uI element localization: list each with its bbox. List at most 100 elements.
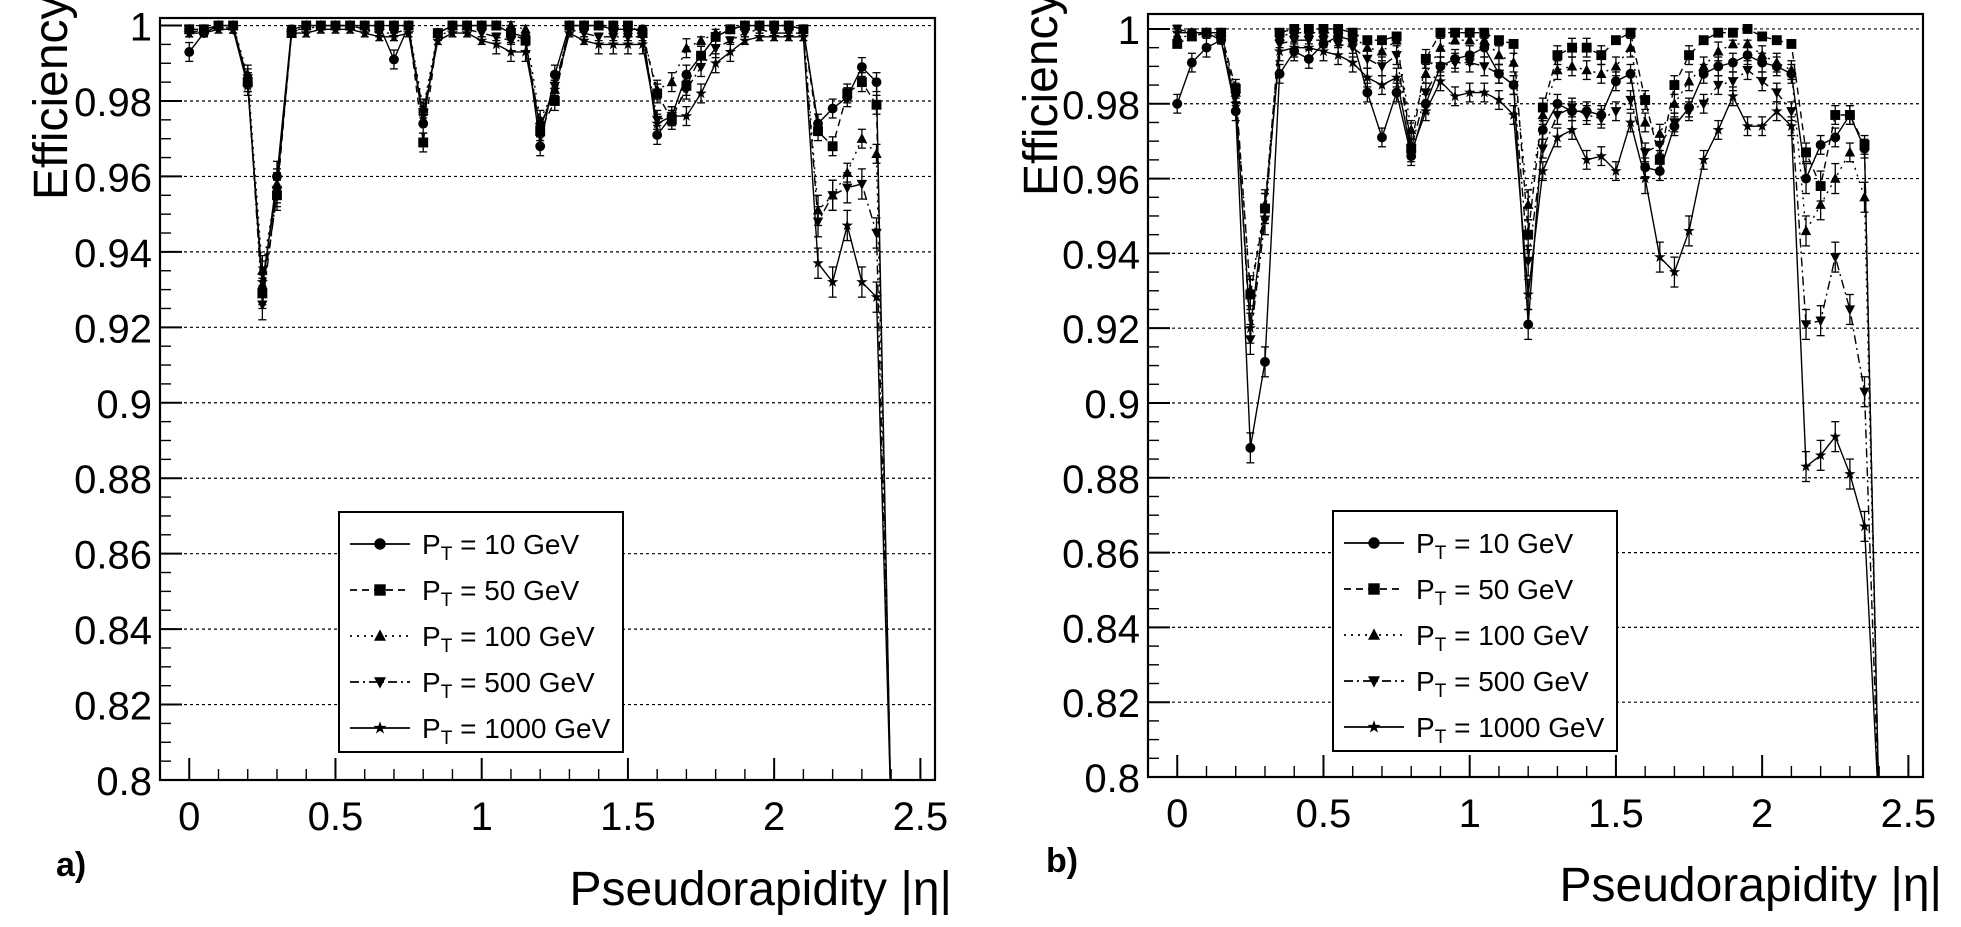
data-point [1741, 120, 1754, 132]
data-point [1244, 322, 1257, 334]
legend: PT = 10 GeV PT = 50 GeV PT = 100 GeV PT = 5… [1332, 510, 1618, 752]
data-point [1347, 56, 1359, 68]
data-point [461, 27, 473, 38]
x-tick-label: 2.5 [1881, 792, 1937, 836]
panel-b: 0.8 0.82 0.84 0.86 0.88 0.9 0.92 0.94 0.96 0.98 1 0… [990, 0, 1961, 927]
data-point [1449, 90, 1461, 102]
data-point [1800, 225, 1812, 236]
data-point [1727, 90, 1739, 102]
legend-symbol [1368, 676, 1380, 688]
data-point [1756, 120, 1768, 132]
chart-b-plot: 0.8 0.82 0.84 0.86 0.88 0.9 0.92 0.94 0.96 0.98 1 0… [1062, 9, 1937, 836]
data-point [754, 25, 765, 36]
data-point [651, 117, 663, 129]
legend-symbol [1368, 537, 1380, 549]
legend-label: PT = 50 GeV [422, 575, 580, 611]
data-point [695, 34, 707, 45]
data-point [1274, 30, 1285, 41]
data-point [1391, 50, 1402, 61]
data-point [813, 126, 823, 137]
data-point [1522, 199, 1534, 209]
data-point [1186, 57, 1197, 68]
data-point [1727, 77, 1739, 88]
data-point [520, 36, 531, 47]
legend-entry: PT = 100 GeV [340, 613, 622, 659]
data-point [1493, 94, 1505, 105]
data-point [827, 191, 838, 202]
data-point [1639, 172, 1651, 184]
data-point [505, 19, 517, 30]
legend-entry: PT = 1000 GeV [340, 705, 622, 751]
data-point [1420, 53, 1431, 64]
data-point [388, 30, 400, 42]
data-point [739, 19, 751, 30]
data-point [1815, 139, 1826, 150]
series-group [1171, 24, 1880, 777]
legend-marker [350, 677, 410, 689]
data-point [709, 57, 722, 69]
data-point [491, 19, 502, 30]
data-point [1508, 38, 1519, 49]
data-point [402, 27, 415, 38]
legend-entry: PT = 10 GeV [340, 521, 622, 567]
data-point [1858, 520, 1871, 532]
legend-label: PT = 1000 GeV [1416, 712, 1605, 748]
x-tick-label: 1.5 [600, 795, 656, 839]
data-point [1771, 35, 1782, 46]
y-tick-label: 0.84 [1062, 607, 1140, 651]
data-point [1435, 41, 1446, 52]
data-point [373, 30, 386, 42]
data-point [593, 19, 604, 30]
data-point [520, 23, 531, 34]
data-point [1756, 49, 1768, 60]
data-point [1361, 71, 1374, 83]
data-point [1742, 24, 1753, 34]
data-point [1347, 43, 1358, 54]
y-tick-label: 0.8 [96, 760, 152, 804]
y-tick-label: 0.94 [1062, 233, 1140, 277]
data-point [1245, 442, 1256, 453]
legend-label: PT = 500 GeV [1416, 666, 1589, 702]
data-point [505, 36, 517, 47]
y-tick-label: 0.98 [74, 81, 152, 125]
data-point [812, 257, 824, 269]
data-point [490, 38, 503, 50]
data-point [1420, 105, 1432, 117]
legend-marker [1344, 720, 1404, 733]
data-point [1172, 38, 1183, 49]
y-tick-label: 0.96 [74, 156, 152, 200]
data-point [374, 19, 385, 30]
x-tick-label: 1.5 [1588, 792, 1644, 836]
data-point [1727, 57, 1738, 68]
data-point [607, 38, 619, 50]
data-point [1830, 132, 1841, 143]
data-point [1654, 154, 1665, 165]
data-point [578, 28, 590, 39]
data-point [725, 23, 736, 34]
data-point [184, 47, 195, 57]
data-point [1610, 35, 1621, 46]
data-point [695, 62, 707, 73]
data-point [1610, 76, 1621, 87]
data-point [257, 300, 268, 311]
data-point [1639, 116, 1651, 127]
data-point [1172, 98, 1183, 109]
data-point [1727, 38, 1739, 49]
y-tick-label: 0.86 [1062, 533, 1140, 577]
data-point [871, 99, 882, 110]
data-point [535, 141, 546, 152]
data-point [1815, 181, 1826, 191]
legend-symbol [1368, 583, 1380, 595]
data-point [344, 23, 356, 35]
data-point [1449, 34, 1461, 45]
legend-label: PT = 50 GeV [1416, 574, 1574, 610]
data-point [1508, 56, 1519, 67]
y-tick-label: 0.84 [74, 609, 152, 653]
data-point [1859, 191, 1870, 202]
data-point [1273, 45, 1286, 57]
data-point [1464, 86, 1476, 98]
x-tick-label: 1 [471, 795, 493, 839]
data-point [1786, 107, 1797, 117]
data-point [1830, 172, 1841, 183]
data-point [1800, 460, 1812, 472]
